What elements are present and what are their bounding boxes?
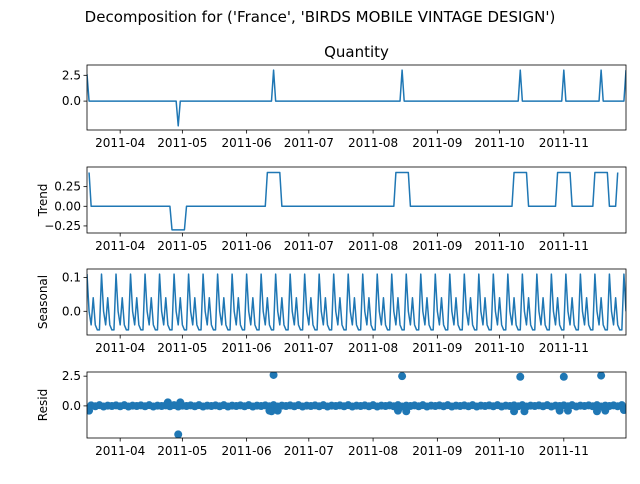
y-tick-label: 0.25 [54, 180, 81, 194]
x-tick-label: 2011-08 [348, 136, 398, 150]
x-tick-label: 2011-11 [539, 239, 589, 253]
x-tick-label: 2011-09 [412, 239, 462, 253]
x-tick-label: 2011-08 [348, 444, 398, 458]
series-line [87, 69, 626, 127]
resid-point [563, 406, 572, 415]
y-tick-label: −0.25 [44, 219, 81, 233]
resid-point [555, 406, 564, 415]
y-tick-label: 0.0 [62, 94, 81, 108]
figure-suptitle: Decomposition for ('France', 'BIRDS MOBI… [85, 8, 556, 26]
x-tick-label: 2011-05 [157, 136, 207, 150]
y-axis-label: Seasonal [36, 275, 50, 329]
y-tick-label: 2.5 [62, 369, 81, 383]
resid-point [393, 406, 402, 415]
x-tick-label: 2011-11 [539, 136, 589, 150]
resid-point [398, 372, 407, 381]
x-tick-label: 2011-04 [95, 341, 145, 355]
panel-trend: Trend−0.25 0.00 0.25 2011-04 2011-05 2011-06 2… [36, 166, 627, 253]
plot-area [87, 273, 626, 331]
y-tick-label: 0.1 [62, 270, 81, 284]
resid-point [176, 398, 185, 407]
resid-point [163, 398, 172, 407]
series-line [88, 171, 619, 231]
x-tick-label: 2011-08 [348, 239, 398, 253]
panel-observed: Quantity 0.0 2.5 2011-04 2011-05 2011-06 2011-… [62, 43, 627, 150]
panels: Quantity 0.0 2.5 2011-04 2011-05 2011-06 2011-… [36, 43, 627, 458]
x-tick-label: 2011-07 [284, 136, 334, 150]
x-tick-label: 2011-09 [412, 341, 462, 355]
panel-seasonal: Seasonal 0.0 0.1 2011-04 2011-05 2011-06 2011-… [36, 268, 627, 355]
x-tick-label: 2011-09 [412, 444, 462, 458]
panel-title: Quantity [324, 43, 389, 61]
resid-point [402, 407, 411, 416]
resid-point [510, 407, 519, 416]
x-tick-label: 2011-09 [412, 136, 462, 150]
series-line [87, 273, 626, 331]
resid-point [273, 406, 282, 415]
resid-point [174, 430, 183, 438]
x-tick-label: 2011-07 [284, 444, 334, 458]
axes-frame [86, 268, 627, 336]
plot-area [87, 69, 626, 127]
resid-point [601, 406, 610, 415]
x-tick-label: 2011-11 [539, 444, 589, 458]
resid-point [267, 407, 276, 416]
resid-point [516, 372, 525, 381]
resid-point [592, 407, 601, 416]
x-tick-label: 2011-06 [222, 136, 272, 150]
x-tick-label: 2011-10 [474, 239, 524, 253]
axes-frame [86, 166, 627, 234]
axes-frame [86, 371, 627, 439]
y-axis-label: Resid [36, 389, 50, 421]
y-tick-label: 0.0 [62, 304, 81, 318]
x-tick-label: 2011-04 [95, 444, 145, 458]
plot-area [88, 171, 619, 231]
x-tick-label: 2011-05 [157, 341, 207, 355]
x-tick-label: 2011-06 [222, 444, 272, 458]
panel-resid: Resid 0.0 2.5 2011-04 2011-05 2011-06 2011-07 2… [36, 369, 627, 458]
y-tick-label: 0.0 [62, 399, 81, 413]
x-tick-label: 2011-10 [474, 136, 524, 150]
x-tick-label: 2011-04 [95, 239, 145, 253]
y-axis-label: Trend [36, 184, 50, 218]
y-tick-label: 2.5 [62, 68, 81, 82]
x-tick-label: 2011-07 [284, 239, 334, 253]
resid-point [597, 372, 606, 380]
resid-point [520, 407, 529, 416]
resid-point [87, 406, 94, 415]
x-tick-label: 2011-06 [222, 239, 272, 253]
x-tick-label: 2011-05 [157, 239, 207, 253]
x-tick-label: 2011-07 [284, 341, 334, 355]
x-tick-label: 2011-04 [95, 136, 145, 150]
resid-point [619, 406, 626, 415]
resid-point [559, 372, 568, 381]
y-tick-label: 0.00 [54, 199, 81, 213]
x-tick-label: 2011-10 [474, 444, 524, 458]
axes-frame [86, 64, 627, 131]
x-tick-label: 2011-08 [348, 341, 398, 355]
x-tick-label: 2011-10 [474, 341, 524, 355]
resid-point [269, 372, 278, 379]
x-tick-label: 2011-05 [157, 444, 207, 458]
x-tick-label: 2011-06 [222, 341, 272, 355]
plot-area [87, 372, 626, 438]
x-tick-label: 2011-11 [539, 341, 589, 355]
